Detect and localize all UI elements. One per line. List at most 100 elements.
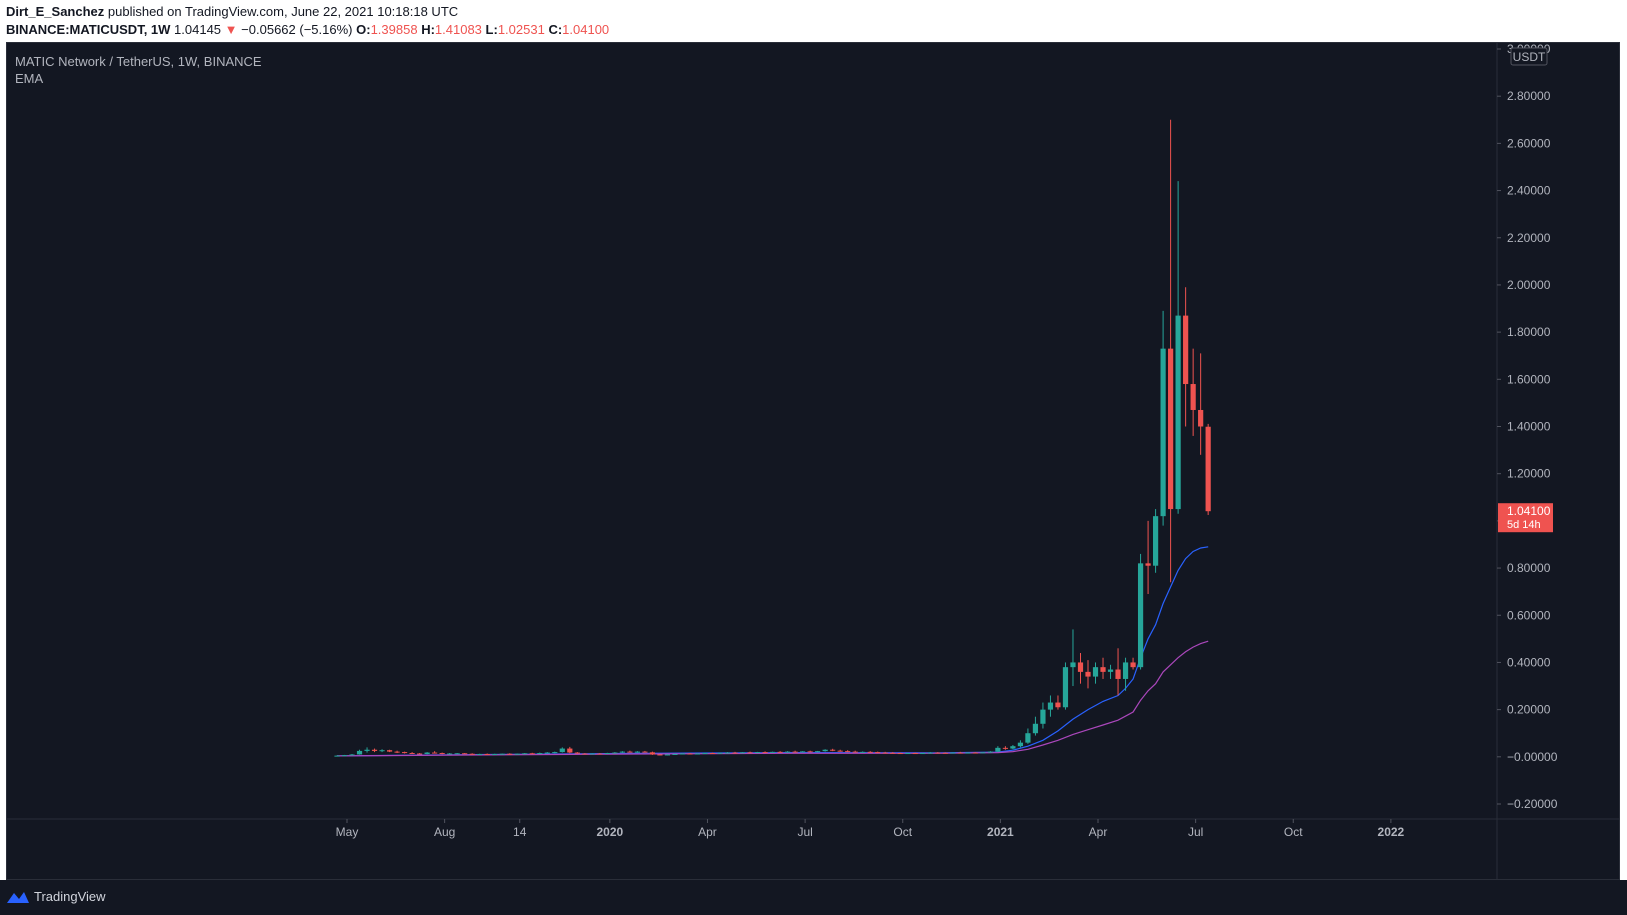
candle-body	[597, 753, 603, 755]
candle-body	[1092, 667, 1099, 677]
candle-body	[920, 753, 926, 755]
candle-body	[574, 752, 580, 754]
candle-body	[717, 752, 723, 754]
candle-body	[852, 751, 858, 753]
close-value: 1.04100	[562, 22, 610, 37]
candle	[664, 754, 671, 756]
candle	[875, 751, 881, 754]
candle-body	[627, 751, 633, 753]
candle-body	[1010, 746, 1016, 749]
candle	[845, 750, 851, 753]
candle-body	[1175, 315, 1181, 510]
high-label: H:	[421, 22, 435, 37]
candle-body	[604, 753, 610, 755]
candle	[559, 747, 565, 753]
candle	[1160, 310, 1166, 526]
ema-fast-line	[336, 546, 1209, 757]
candle-body	[830, 749, 836, 751]
price-tick-label: 1.40000	[1507, 420, 1551, 434]
candle-body	[995, 747, 1001, 752]
candle	[1070, 629, 1076, 687]
candle-body	[875, 752, 881, 754]
candle-body	[882, 752, 888, 754]
candle	[507, 753, 513, 755]
candle-body	[890, 752, 896, 754]
candle	[732, 751, 738, 754]
candle	[634, 751, 640, 753]
candle	[1047, 695, 1054, 717]
candle-body	[1077, 662, 1084, 672]
candle	[1107, 664, 1114, 679]
candle	[762, 751, 768, 754]
price-tick-label: 1.60000	[1507, 372, 1551, 386]
candle	[792, 750, 798, 753]
candle-body	[559, 748, 565, 753]
candle	[950, 752, 956, 754]
candle	[424, 752, 430, 755]
time-tick-label: Oct	[1284, 825, 1303, 839]
candle	[942, 752, 948, 754]
candle	[957, 751, 963, 754]
candle	[657, 753, 663, 756]
time-tick-label: 2021	[987, 825, 1014, 839]
candle	[747, 751, 753, 754]
candle-body	[462, 753, 468, 755]
time-tick-label: May	[336, 825, 359, 839]
candle-body	[349, 754, 355, 756]
price-tick-label: 1.80000	[1507, 325, 1551, 339]
symbol-title[interactable]: MATIC Network / TetherUS, 1W, BINANCE	[15, 54, 262, 69]
price-tick-label: 0.60000	[1507, 608, 1551, 622]
candle-body	[777, 751, 783, 753]
candle	[514, 753, 520, 755]
candle	[882, 751, 888, 754]
candle-body	[642, 751, 648, 753]
price-chart[interactable]: 3.000002.800002.600002.400002.200002.000…	[7, 43, 1619, 879]
candle	[1092, 662, 1099, 684]
candle-body	[1205, 426, 1211, 512]
candle	[439, 752, 445, 755]
candle-body	[965, 752, 971, 754]
tradingview-brand[interactable]: TradingView	[34, 889, 106, 904]
candle-body	[1040, 709, 1046, 724]
candle	[709, 752, 716, 755]
candle-body	[1122, 662, 1129, 679]
price-tick-label: −0.20000	[1507, 797, 1558, 811]
candle	[739, 752, 746, 754]
candle-body	[800, 751, 806, 753]
candle-body	[912, 753, 918, 755]
candle-body	[687, 753, 693, 755]
candle-body	[439, 753, 445, 755]
currency-unit-badge[interactable]: USDT	[1510, 47, 1548, 66]
candle	[447, 753, 453, 755]
candle-body	[732, 752, 738, 754]
author-name[interactable]: Dirt_E_Sanchez	[6, 4, 105, 19]
ema-lines	[336, 546, 1209, 757]
time-tick-label: Apr	[698, 825, 717, 839]
candle	[754, 751, 761, 754]
candle	[717, 752, 723, 754]
price-tick-label: 2.80000	[1507, 89, 1551, 103]
candle	[341, 754, 348, 757]
indicator-label[interactable]: EMA	[15, 71, 44, 86]
candle	[537, 752, 543, 755]
candle-body	[379, 750, 385, 752]
candle	[1055, 695, 1061, 710]
candle-body	[860, 751, 866, 753]
time-tick-label: Jul	[1188, 825, 1203, 839]
candle	[1145, 520, 1151, 595]
candle-body	[356, 750, 363, 755]
candle	[1168, 119, 1174, 583]
candle	[785, 751, 791, 753]
candle-body	[724, 752, 731, 754]
candle	[687, 753, 693, 755]
candle-body	[897, 753, 903, 755]
candle	[1017, 740, 1024, 748]
candle	[1115, 648, 1121, 696]
chart-pane[interactable]: 3.000002.800002.600002.400002.200002.000…	[6, 42, 1620, 880]
candle	[371, 748, 378, 753]
candle	[417, 753, 423, 755]
candle-body	[537, 753, 543, 755]
candle-body	[1152, 516, 1159, 566]
candle-body	[747, 752, 753, 754]
